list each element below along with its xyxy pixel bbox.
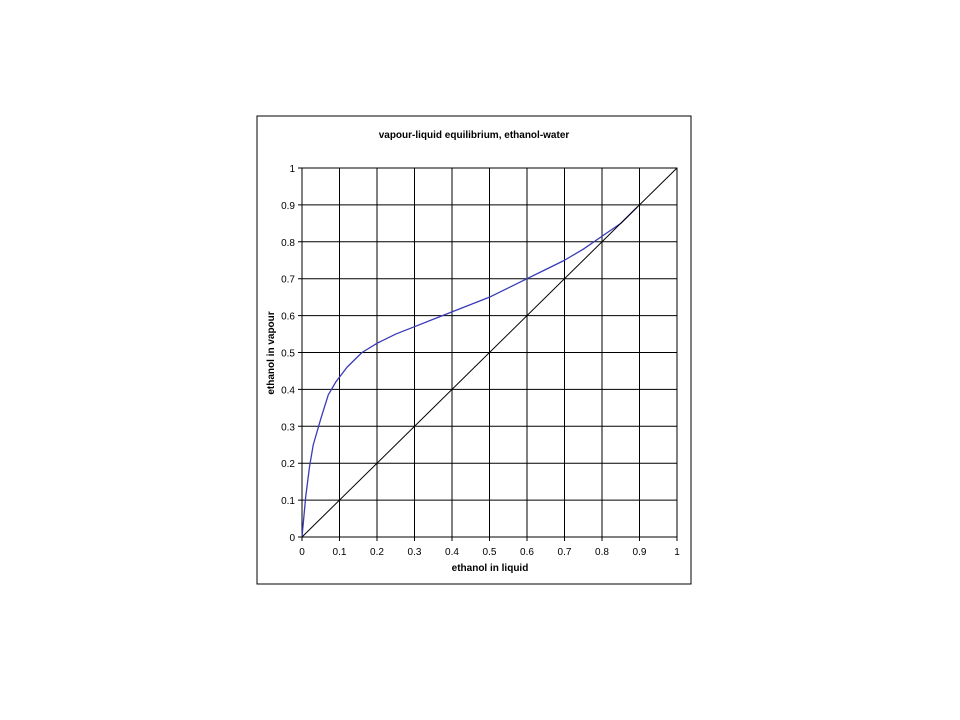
x-tick-label: 0 [299,547,305,558]
x-tick-label: 1 [674,547,680,558]
y-tick-label: 0.5 [281,349,295,360]
diagonal-line [301,167,678,538]
x-tick-label: 0.7 [558,547,572,558]
chart-frame [256,115,692,585]
y-tick-label: 0.6 [281,312,295,323]
y-tick-label: 0.4 [281,385,295,396]
y-tick-label: 0.8 [281,238,295,249]
y-tick-label: 0.3 [281,422,295,433]
y-tick-label: 0 [289,533,295,544]
x-tick-label: 0.2 [370,547,384,558]
y-tick-label: 1 [289,164,295,175]
x-tick-label: 0.9 [633,547,647,558]
x-axis-title: ethanol in liquid [452,563,529,574]
grid [298,167,678,541]
tick-labels: 0 0.1 0.2 0.3 0.4 0.5 0.6 0.7 0.8 0.9 1 0 0.1 0.2 0.3 0… [281,164,680,558]
plot-area-border [301,167,678,538]
y-tick-label: 0.7 [281,275,295,286]
y-tick-label: 0.9 [281,201,295,212]
x-tick-label: 0.6 [520,547,534,558]
series-group [301,167,678,538]
x-tick-label: 0.4 [445,547,459,558]
x-tick-label: 0.5 [483,547,497,558]
x-tick-label: 0.1 [333,547,347,558]
y-axis-title: ethanol in vapour [266,311,277,394]
y-tick-label: 0.1 [281,496,295,507]
x-tick-label: 0.3 [408,547,422,558]
x-tick-label: 0.8 [595,547,609,558]
equilibrium-curve [301,206,638,538]
chart-title: vapour-liquid equilibrium, ethanol-water [379,130,570,141]
y-tick-label: 0.2 [281,459,295,470]
